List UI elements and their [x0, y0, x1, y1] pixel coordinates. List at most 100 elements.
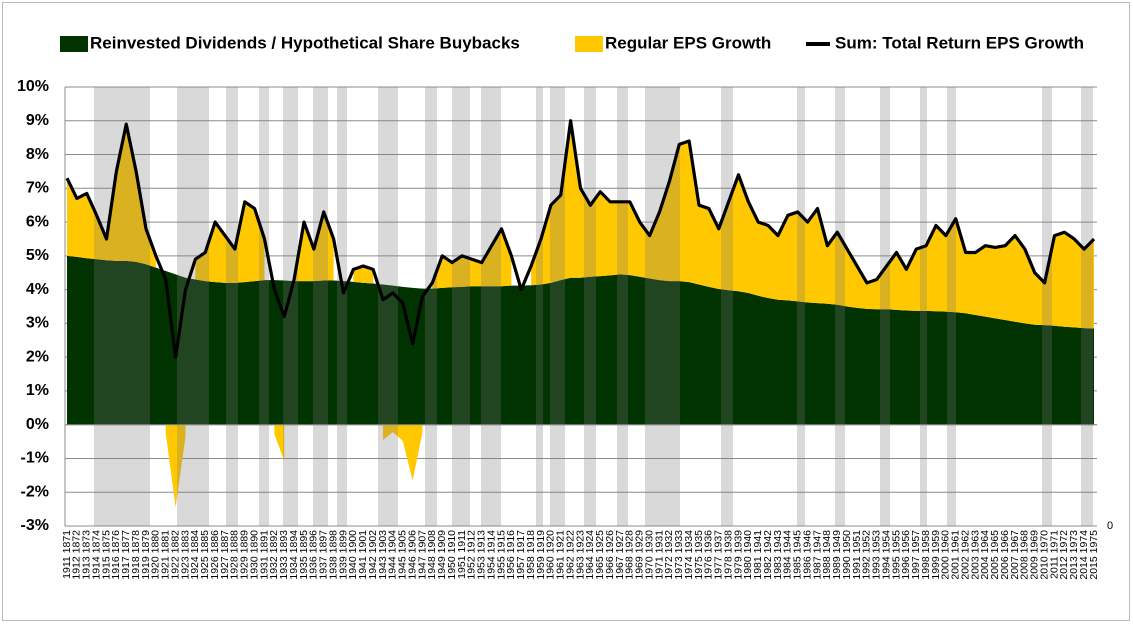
- x-tick-label: 2009 1969: [1029, 530, 1041, 580]
- x-tick-label: 1929 1889: [239, 530, 251, 580]
- shade: [283, 87, 298, 526]
- y-tick-label: -3%: [21, 517, 49, 534]
- x-tick-label: 1967 1927: [614, 530, 626, 580]
- x-tick-label: 1961 1921: [555, 530, 567, 580]
- x-tick-label: 1962 1922: [564, 530, 576, 580]
- x-tick-label: 1920 1880: [150, 530, 162, 580]
- x-tick-label: 1915 1875: [100, 530, 112, 580]
- y-tick-label: 0%: [26, 416, 49, 433]
- x-tick-label: 1937 1897: [318, 530, 330, 580]
- shade: [1081, 87, 1093, 526]
- line: [65, 119, 1096, 359]
- x-tick-label: 1943 1903: [377, 530, 389, 580]
- x-tick-label: 1918 1878: [130, 530, 142, 580]
- shade: [94, 87, 150, 526]
- x-tick-label: 1932 1892: [268, 530, 280, 580]
- y-tick-label: 3%: [26, 315, 49, 332]
- x-tick-label: 1931 1891: [258, 530, 270, 580]
- x-tick-label: 1983 1943: [772, 530, 784, 580]
- x-tick-label: 2008 1968: [1019, 530, 1031, 580]
- area: [432, 228, 512, 289]
- x-tick-label: 1973 1933: [673, 530, 685, 580]
- x-tick-label: 1951 1911: [456, 530, 468, 579]
- x-tick-label: 1942 1902: [367, 530, 379, 580]
- x-tick-label: 1995 1955: [890, 530, 902, 580]
- x-tick-label: 1952 1912: [466, 530, 478, 580]
- y-tick-label: 10%: [17, 78, 49, 95]
- x-tick-label: 1927 1887: [219, 530, 231, 580]
- shade: [226, 87, 238, 526]
- area: [383, 424, 423, 481]
- x-tick-label: 1923 1883: [179, 530, 191, 580]
- legend-swatch: [60, 36, 88, 52]
- shade: [584, 87, 596, 526]
- shade: [797, 87, 805, 526]
- x-tick-label: 1972 1932: [663, 530, 675, 580]
- shade: [452, 87, 470, 526]
- y-tick-label: 5%: [26, 247, 49, 264]
- x-tick-label: 1989 1949: [831, 530, 843, 580]
- x-tick-label: 1917 1877: [120, 530, 132, 580]
- x-tick-label: 1956 1916: [505, 530, 517, 580]
- x-tick-label: 1947 1907: [416, 530, 428, 580]
- shade: [645, 87, 680, 526]
- y-tick-label: -2%: [21, 483, 49, 500]
- x-tick-label: 2013 1973: [1068, 530, 1080, 580]
- x-tick-label: 1990 1950: [841, 530, 853, 580]
- x-tick-label: 1913 1873: [81, 530, 93, 580]
- x-tick-label: 2002 1962: [959, 530, 971, 580]
- x-tick-label: 1935 1895: [298, 530, 310, 580]
- shade: [835, 87, 845, 526]
- shade: [550, 87, 565, 526]
- x-tick-label: 1991 1951: [851, 530, 863, 580]
- shade: [617, 87, 628, 526]
- x-tick-label: 1950 1910: [446, 530, 458, 580]
- x-tick-label: 1921 1881: [160, 530, 172, 580]
- x-tick-label: 1936 1896: [308, 530, 320, 580]
- x-tick-label: 1949 1909: [436, 530, 448, 580]
- x-tick-label: 1986 1946: [801, 530, 813, 580]
- x-tick-label: 1914 1874: [90, 530, 102, 580]
- shade: [259, 87, 269, 526]
- y-tick-label: 9%: [26, 112, 49, 129]
- x-tick-label: 1981 1941: [752, 530, 764, 580]
- x-tick-label: 1999 1959: [930, 530, 942, 580]
- y-tick-label: 6%: [26, 213, 49, 230]
- area: [67, 255, 1094, 425]
- shade: [337, 87, 347, 526]
- y-tick-label: 2%: [26, 348, 49, 365]
- area: [353, 265, 374, 284]
- area: [274, 424, 285, 461]
- x-tick-label: 1953 1913: [476, 530, 488, 580]
- overlay: -3% -2% -1% 0% 1% 2% 3% 4% 5% 6% 7% 8% 9% 10% 0 1911 18…: [17, 33, 1113, 579]
- x-tick-label: 1924 1884: [189, 530, 201, 580]
- x-tick-label: 1933 1893: [278, 530, 290, 580]
- x-tick-label: 1925 1885: [199, 530, 211, 580]
- x-tick-label: 1997 1957: [910, 530, 922, 580]
- y-tick-label: 7%: [26, 180, 49, 197]
- x-tick-label: 2011 1971: [1048, 530, 1060, 579]
- legend-label: Reinvested Dividends / Hypothetical Shar…: [90, 33, 520, 52]
- x-tick-label: 2003 1963: [969, 530, 981, 580]
- x-tick-label: 1974 1934: [683, 530, 695, 580]
- x-tick-label: 1934 1894: [288, 530, 300, 580]
- x-tick-label: 1960 1920: [545, 530, 557, 580]
- x-tick-label: 1963 1923: [574, 530, 586, 580]
- area: [165, 424, 186, 508]
- x-tick-label: 1994 1954: [880, 530, 892, 580]
- legend-swatch: [575, 36, 603, 52]
- x-tick-label: 1948 1908: [426, 530, 438, 580]
- x-tick-label: 1916 1876: [110, 530, 122, 580]
- x-tick-label: 2001 1961: [950, 530, 962, 580]
- x-tick-label: 1971 1931: [653, 530, 665, 580]
- shade: [536, 87, 543, 526]
- shade: [920, 87, 927, 526]
- x-tick-label: 1926 1886: [209, 530, 221, 580]
- x-tick-label: 2015 1975: [1088, 530, 1100, 580]
- x-tick-label: 1955 1915: [495, 530, 507, 580]
- x-tick-label: 1976 1936: [703, 530, 715, 580]
- x-tick-label: 1993 1953: [871, 530, 883, 580]
- y-tick-label: 1%: [26, 382, 49, 399]
- x-tick-label: 1982 1942: [762, 530, 774, 580]
